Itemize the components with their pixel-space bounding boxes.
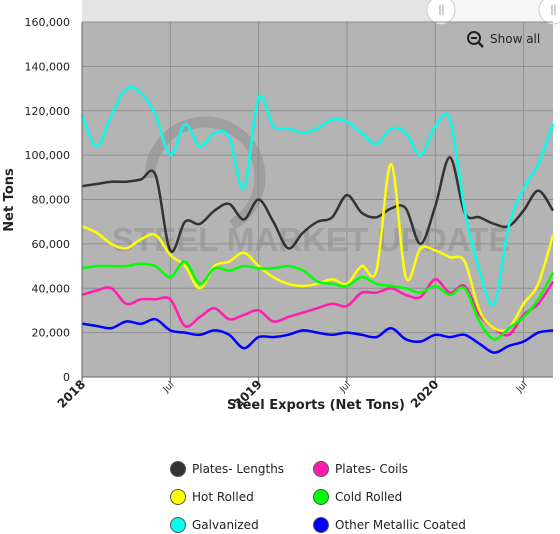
legend-item-galvanized[interactable]: Galvanized (170, 516, 259, 534)
y-tick-label: 40,000 (32, 282, 71, 295)
x-tick-label: Jul (161, 380, 176, 395)
legend-marker (313, 461, 329, 477)
y-tick-label: 160,000 (25, 16, 71, 29)
x-tick-label: 2020 (408, 377, 442, 411)
x-tick-label: 2018 (55, 377, 89, 411)
legend-marker (170, 489, 186, 505)
legend: Plates- Lengths Plates- Coils Hot Rolled Co… (0, 452, 560, 534)
legend-label: Galvanized (192, 518, 259, 532)
legend-item-cold-rolled[interactable]: Cold Rolled (313, 488, 402, 506)
y-axis-label: Net Tons (2, 168, 17, 232)
y-tick-label: 140,000 (25, 60, 71, 73)
legend-item-plates-coils[interactable]: Plates- Coils (313, 460, 408, 478)
series-line-other-metallic-coated[interactable] (81, 317, 554, 354)
x-tick-label: Jul (514, 380, 529, 395)
series-line-plates-lengths[interactable] (81, 156, 555, 253)
legend-label: Plates- Coils (335, 462, 409, 476)
y-tick-label: 60,000 (32, 238, 71, 251)
y-tick-label: 20,000 (32, 327, 71, 340)
show-all-label: Show all (490, 32, 541, 46)
series-line-cold-rolled[interactable] (81, 260, 555, 341)
y-tick-label: 120,000 (25, 105, 71, 118)
legend-item-hot-rolled[interactable]: Hot Rolled (170, 488, 254, 506)
x-axis-label: Steel Exports (Net Tons) (227, 398, 405, 413)
y-tick-label: 80,000 (32, 194, 71, 207)
show-all-button[interactable]: Show all (466, 30, 540, 48)
chart: STEEL MARKET UPDATE 020,00040,00060,0008… (2, 0, 560, 413)
legend-marker (170, 461, 186, 477)
legend-marker (313, 489, 329, 505)
x-tick-label: Jul (338, 380, 353, 395)
legend-label: Other Metallic Coated (335, 518, 466, 532)
legend-marker (170, 517, 186, 533)
y-tick-label: 100,000 (25, 149, 71, 162)
y-tick-label: 0 (63, 371, 70, 384)
legend-item-plates-lengths[interactable]: Plates- Lengths (170, 460, 284, 478)
legend-item-other-metallic-coated[interactable]: Other Metallic Coated (313, 516, 466, 534)
legend-label: Cold Rolled (335, 490, 403, 504)
legend-label: Hot Rolled (192, 490, 254, 504)
series-line-plates-coils[interactable] (81, 278, 555, 337)
legend-marker (313, 517, 329, 533)
zoom-out-icon (467, 31, 484, 48)
series-line-galvanized[interactable] (80, 85, 555, 307)
navigator-handle-right[interactable] (538, 0, 560, 25)
navigator-handle-left[interactable] (426, 0, 456, 25)
legend-label: Plates- Lengths (192, 462, 285, 476)
navigator-selection[interactable] (441, 0, 553, 22)
